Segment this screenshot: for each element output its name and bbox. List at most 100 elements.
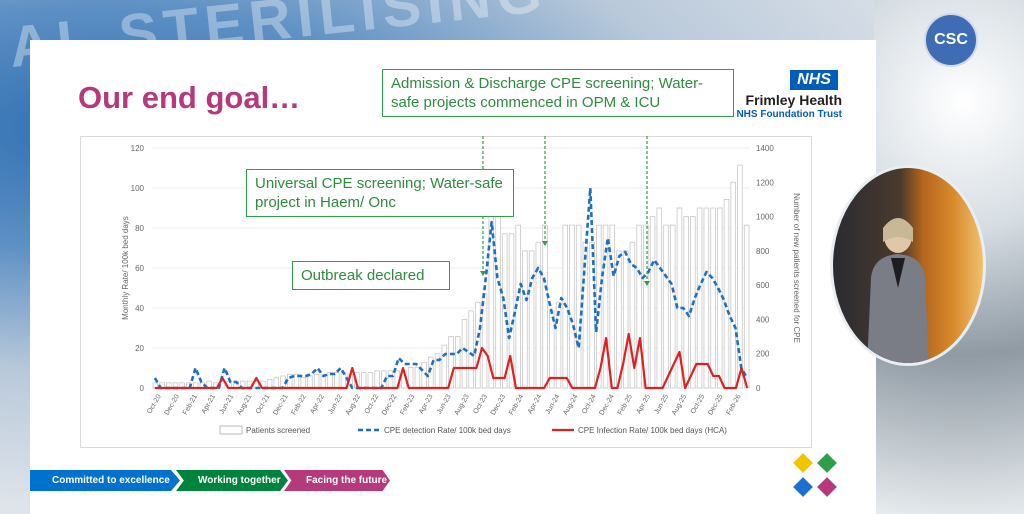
bar-patients-screened xyxy=(360,372,367,389)
tile-green xyxy=(817,453,837,473)
x-tick-label: Feb-22 xyxy=(291,393,308,416)
bar-patients-screened xyxy=(555,301,562,389)
y2-tick-label: 0 xyxy=(756,384,761,393)
x-tick-label: Dec-21 xyxy=(272,393,289,416)
bar-patients-screened xyxy=(575,224,582,389)
presentation-slide: Our end goal… NHS Frimley Health NHS Fou… xyxy=(30,40,876,514)
y2-tick-label: 1200 xyxy=(756,178,774,187)
x-tick-label: Apr-25 xyxy=(635,393,652,415)
legend-label: CPE Infection Rate/ 100k bed days (HCA) xyxy=(578,426,727,435)
callout-admission-discharge: Admission & Discharge CPE screening; Wat… xyxy=(382,69,734,117)
y-tick-label: 80 xyxy=(135,224,144,233)
bar-patients-screened xyxy=(602,224,609,389)
x-tick-label: Aug-24 xyxy=(562,393,579,416)
x-tick-label: Oct-24 xyxy=(581,393,598,415)
org-subtitle: NHS Foundation Trust xyxy=(736,109,842,120)
x-tick-label: Dec-25 xyxy=(707,393,724,416)
bar-patients-screened xyxy=(313,373,320,389)
bar-patients-screened xyxy=(643,224,649,389)
x-tick-label: Jun-21 xyxy=(219,393,236,415)
y2-tick-label: 800 xyxy=(756,247,770,256)
x-tick-label: Oct-21 xyxy=(255,393,272,415)
bar-patients-screened xyxy=(542,224,548,389)
bar-patients-screened xyxy=(441,344,448,389)
bar-patients-screened xyxy=(502,233,508,389)
bar-patients-screened xyxy=(710,207,716,389)
y2-tick-label: 400 xyxy=(756,315,770,324)
bar-patients-screened xyxy=(723,199,730,389)
bar-patients-screened xyxy=(461,319,468,389)
y2-axis-label: Number of new patients screened for CPE xyxy=(792,193,801,343)
bar-patients-screened xyxy=(622,250,629,389)
bar-patients-screened xyxy=(273,377,280,389)
x-tick-label: Jun-22 xyxy=(327,393,344,415)
y2-tick-label: 200 xyxy=(756,350,770,359)
x-tick-label: Aug-23 xyxy=(454,393,471,416)
tile-yellow xyxy=(793,453,813,473)
footer-committed: Committed to excellence xyxy=(30,470,180,491)
y-tick-label: 0 xyxy=(140,384,145,393)
callout-outbreak: Outbreak declared xyxy=(292,261,450,290)
diamond-tiles-logo xyxy=(793,453,837,497)
x-tick-label: Aug-22 xyxy=(345,393,362,416)
bar-patients-screened xyxy=(535,241,542,389)
bar-patients-screened xyxy=(569,224,575,389)
bar-patients-screened xyxy=(656,207,663,389)
bar-patients-screened xyxy=(730,181,736,389)
x-tick-label: Apr-24 xyxy=(527,393,544,415)
y2-tick-label: 600 xyxy=(756,281,770,290)
bar-patients-screened xyxy=(481,293,488,389)
bar-patients-screened xyxy=(495,207,501,389)
bar-patients-screened xyxy=(407,367,414,389)
bar-patients-screened xyxy=(737,164,743,389)
bar-patients-screened xyxy=(636,224,642,389)
bar-patients-screened xyxy=(743,224,750,389)
x-tick-label: Apr-23 xyxy=(418,393,435,415)
speaker-video xyxy=(830,165,986,366)
footer-facing-future: Facing the future xyxy=(284,470,390,491)
x-tick-label: Apr-22 xyxy=(309,393,326,415)
bar-patients-screened xyxy=(307,375,313,389)
x-tick-label: Oct-20 xyxy=(146,393,163,415)
bar-patients-screened xyxy=(468,310,474,389)
legend-swatch-bars xyxy=(219,425,243,435)
x-tick-label: Dec-24 xyxy=(598,393,615,416)
footer-working-together: Working together xyxy=(176,470,288,491)
bar-patients-screened xyxy=(414,367,421,389)
bar-patients-screened xyxy=(616,250,622,389)
y2-tick-label: 1400 xyxy=(756,144,774,153)
x-tick-label: Jun-25 xyxy=(653,393,670,415)
org-name: Frimley Health xyxy=(745,92,842,108)
y-axis-label: Monthly Rate/ 100k bed days xyxy=(121,216,130,320)
x-tick-label: Dec-20 xyxy=(164,393,181,416)
x-tick-label: Apr-21 xyxy=(201,393,218,415)
x-tick-label: Jun-24 xyxy=(545,393,562,415)
bar-patients-screened xyxy=(367,372,374,389)
y-tick-label: 100 xyxy=(131,184,145,193)
x-tick-label: Feb-25 xyxy=(617,393,634,416)
nhs-logo: NHS xyxy=(790,70,838,90)
bar-patients-screened xyxy=(717,207,723,389)
x-tick-label: Feb-26 xyxy=(726,393,743,416)
x-tick-label: Feb-23 xyxy=(399,393,416,416)
bar-patients-screened xyxy=(300,377,306,389)
arrow-universal-head xyxy=(542,241,548,246)
bar-patients-screened xyxy=(522,250,528,389)
callout-universal-screening: Universal CPE screening; Water-safe proj… xyxy=(246,169,514,217)
x-tick-label: Oct-22 xyxy=(364,393,381,415)
arrow-outbreak-head xyxy=(480,271,486,276)
y-tick-label: 20 xyxy=(135,344,144,353)
bar-patients-screened xyxy=(683,216,689,389)
x-tick-label: Jun-23 xyxy=(436,393,453,415)
legend-label: CPE detection Rate/ 100k bed days xyxy=(384,426,511,435)
bar-patients-screened xyxy=(676,207,683,389)
x-tick-label: Oct-23 xyxy=(472,393,489,415)
bar-patients-screened xyxy=(528,250,535,389)
bar-patients-screened xyxy=(374,370,380,389)
x-tick-label: Feb-24 xyxy=(508,393,525,416)
bar-patients-screened xyxy=(669,224,676,389)
bar-patients-screened xyxy=(703,207,710,389)
slide-title: Our end goal… xyxy=(78,80,301,115)
bar-patients-screened xyxy=(663,224,669,389)
x-tick-label: Dec-23 xyxy=(490,393,507,416)
